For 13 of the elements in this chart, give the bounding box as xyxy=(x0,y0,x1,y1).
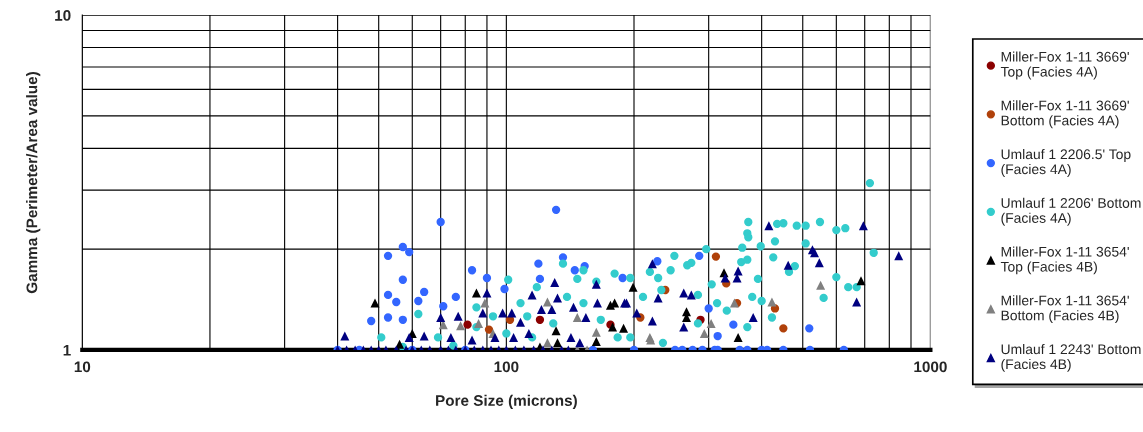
y-axis-title: Gamma (Perimeter/Area value) xyxy=(26,72,41,294)
x-tick-label: 1000 xyxy=(914,361,947,373)
y-tick-label: 1 xyxy=(63,344,71,356)
x-tick-label: 100 xyxy=(494,361,519,373)
legend-label: Umlauf 1 2243' Bottom (Facies 4B) xyxy=(1001,343,1141,372)
x-axis-title: Pore Size (microns) xyxy=(436,394,577,409)
legend-label: Umlauf 1 2206' Bottom (Facies 4A) xyxy=(1001,197,1141,226)
legend-label: Miller-Fox 1-11 3654' Bottom (Facies 4B) xyxy=(1001,295,1129,324)
legend-label: Miller-Fox 1-11 3669' Top (Facies 4A) xyxy=(1000,51,1129,80)
legend-label: Umlauf 1 2206.5' Top (Facies 4A) xyxy=(1001,148,1131,177)
legend-label: Miller-Fox 1-11 3669' Bottom (Facies 4A) xyxy=(1001,100,1129,129)
x-tick-label: 10 xyxy=(74,361,91,373)
legend-label: Miller-Fox 1-11 3654' Top (Facies 4B) xyxy=(1000,246,1129,275)
